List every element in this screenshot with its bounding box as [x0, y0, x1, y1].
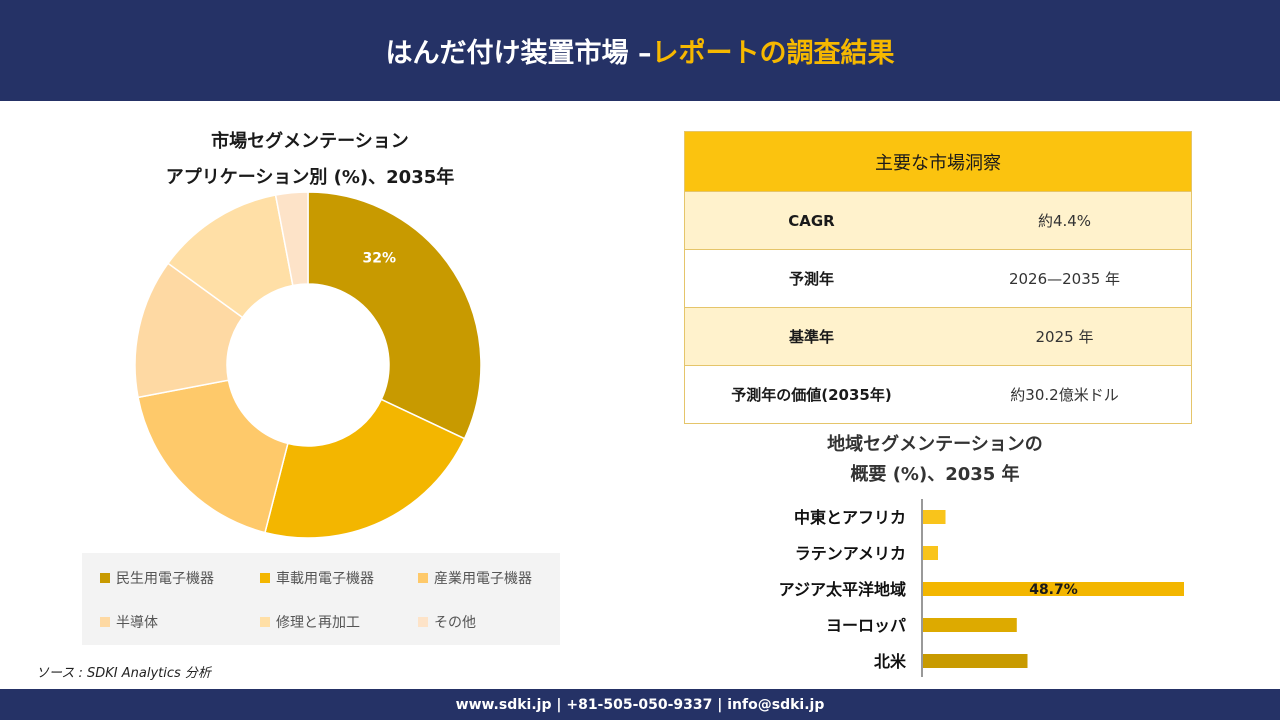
insight-row: CAGR 約4.4%: [685, 191, 1191, 249]
bar: [923, 546, 939, 560]
bar: [923, 582, 1184, 596]
donut-slice: [274, 191, 309, 287]
bar-category-label: 北米: [874, 652, 907, 671]
header-subtitle: レポートの調査結果: [651, 38, 895, 69]
region-title-line2: 概要 (%)、2035 年: [850, 464, 1020, 485]
legend-item: 民生用電子機器: [100, 568, 214, 588]
bar: [923, 618, 1017, 632]
header-banner: はんだ付け装置市場 – レポートの調査結果: [0, 0, 1280, 101]
legend-swatch: [100, 617, 110, 627]
legend-label: 産業用電子機器: [434, 571, 532, 587]
legend-label: 半導体: [116, 615, 158, 631]
bar-category-label: ラテンアメリカ: [795, 544, 906, 563]
donut-slice: [307, 191, 482, 440]
footer-contact: www.sdki.jp | +81-505-050-9337 | info@sd…: [0, 689, 1280, 720]
legend-label: その他: [434, 615, 476, 631]
bar: [923, 654, 1028, 668]
legend-item: 半導体: [100, 612, 158, 632]
legend-swatch: [260, 573, 270, 583]
bar-category-label: ヨーロッパ: [826, 616, 906, 635]
legend-item: 産業用電子機器: [418, 568, 532, 588]
insight-key: 予測年の価値(2035年): [731, 386, 892, 404]
region-chart-title: 地域セグメンテーションの 概要 (%)、2035 年: [770, 430, 1100, 490]
insight-value: 約30.2億米ドル: [1010, 386, 1119, 404]
legend-label: 民生用電子機器: [116, 571, 214, 587]
bar: [923, 510, 946, 524]
insight-row: 予測年 2026—2035 年: [685, 249, 1191, 307]
insight-value: 2025 年: [1035, 328, 1094, 346]
legend-label: 修理と再加工: [276, 615, 360, 631]
bar-category-label: 中東とアフリカ: [794, 508, 906, 527]
donut-slice: [264, 398, 466, 539]
insight-key: 予測年: [788, 270, 834, 288]
application-donut-chart: 32%: [134, 191, 482, 539]
legend-swatch: [418, 573, 428, 583]
donut-chart-title: 市場セグメンテーション アプリケーション別 (%)、2035年: [120, 124, 500, 196]
legend-swatch: [418, 617, 428, 627]
insight-row: 基準年 2025 年: [685, 307, 1191, 365]
insight-value: 2026—2035 年: [1008, 270, 1121, 288]
region-title-line1: 地域セグメンテーションの: [827, 434, 1043, 455]
insight-key: CAGR: [788, 211, 835, 230]
legend-item: 修理と再加工: [260, 612, 360, 632]
key-insights-table: 主要な市場洞察 CAGR 約4.4% 予測年 2026—2035 年基準年 2025 年…: [684, 131, 1192, 424]
bar-data-label: 48.7%: [1029, 582, 1078, 598]
legend-swatch: [100, 573, 110, 583]
donut-title-line1: 市場セグメンテーション: [211, 131, 409, 152]
insight-value: 約4.4%: [1037, 212, 1092, 230]
legend-item: 車載用電子機器: [260, 568, 374, 588]
legend-item: その他: [418, 612, 476, 632]
donut-data-label: 32%: [363, 250, 397, 266]
donut-slice: [137, 379, 289, 534]
insight-row: 予測年の価値(2035年) 約30.2億米ドル: [685, 365, 1191, 423]
bar-category-label: アジア太平洋地域: [779, 580, 906, 599]
source-note: ソース : SDKI Analytics 分析: [36, 666, 211, 681]
legend-swatch: [260, 617, 270, 627]
legend-label: 車載用電子機器: [276, 571, 374, 587]
insights-title: 主要な市場洞察: [685, 132, 1191, 191]
insight-key: 基準年: [788, 328, 834, 346]
header-title: はんだ付け装置市場 –: [385, 38, 652, 69]
donut-title-line2: アプリケーション別 (%)、2035年: [165, 167, 455, 188]
donut-legend: 民生用電子機器 車載用電子機器 産業用電子機器半導体 修理と再加工 その他: [82, 553, 560, 645]
